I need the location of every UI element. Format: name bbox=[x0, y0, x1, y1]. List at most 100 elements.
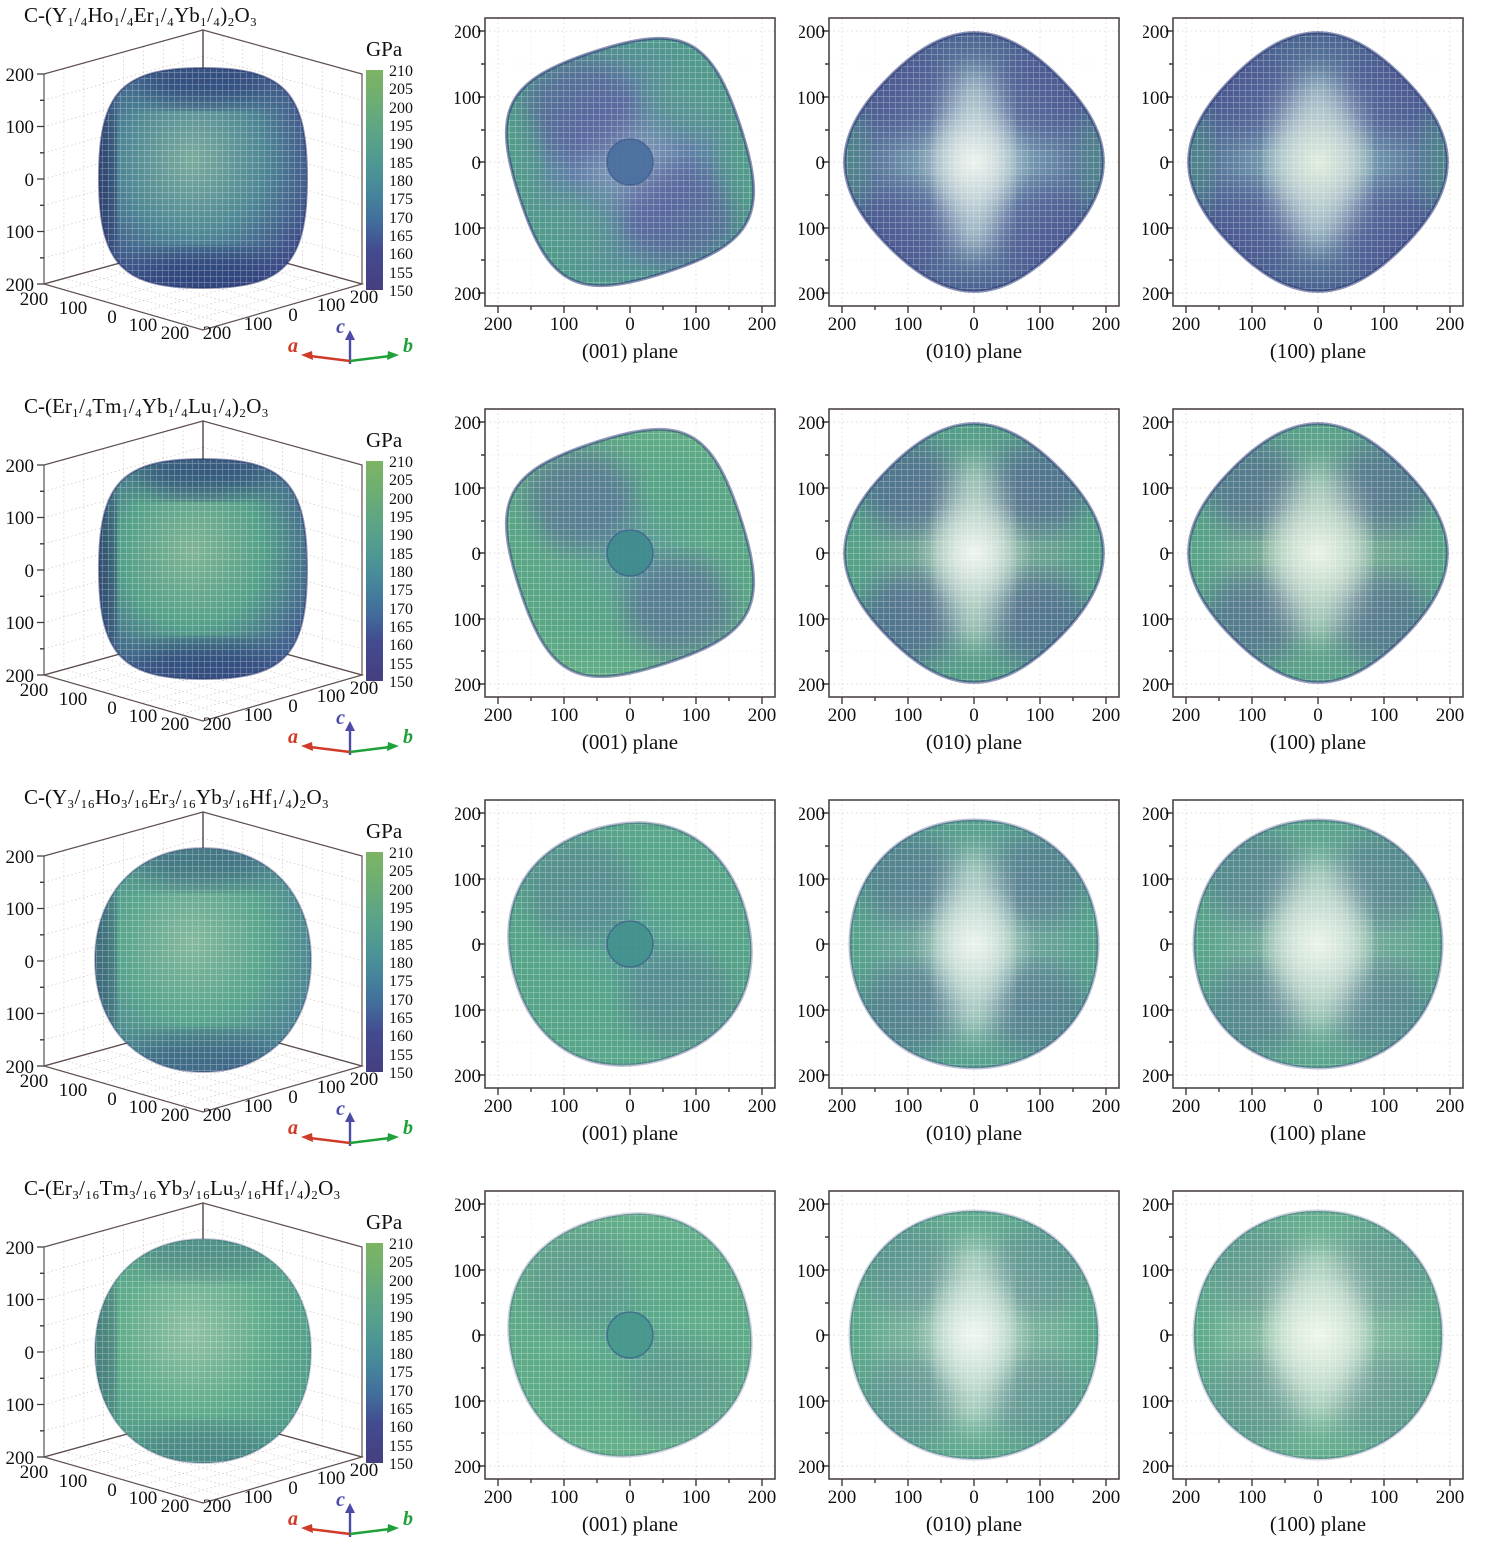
tick-label: 205 bbox=[389, 1254, 413, 1271]
tick-label: 200 bbox=[1172, 1096, 1201, 1117]
tick-label: 100 bbox=[799, 88, 825, 109]
modulus-cross-section bbox=[488, 1200, 772, 1470]
tick-label: 155 bbox=[389, 656, 413, 673]
tick-label: 100 bbox=[682, 1096, 711, 1117]
plane-plot-001: 200 100 0 100 200 200 100 0 100 200 (001… bbox=[455, 17, 777, 363]
tick-label: 100 bbox=[455, 479, 481, 500]
modulus-cross-section bbox=[488, 418, 772, 688]
tick-label: 170 bbox=[389, 992, 413, 1009]
tick-label: 150 bbox=[389, 1065, 413, 1082]
tick-label: 100 bbox=[799, 610, 825, 631]
tick-label: 100 bbox=[1370, 705, 1399, 726]
tick-label: 200 bbox=[799, 1066, 825, 1087]
x-axis-labels: 200 100 0 100 200 bbox=[20, 289, 190, 344]
tick-label: 100 bbox=[550, 705, 579, 726]
plane-label: (100) plane bbox=[1270, 730, 1366, 754]
tick-label: 200 bbox=[484, 1487, 513, 1508]
modulus-cross-section bbox=[824, 418, 1124, 688]
tick-label: 100 bbox=[6, 1004, 35, 1025]
tick-label: 200 bbox=[203, 323, 232, 344]
center-disk-ring bbox=[606, 1311, 654, 1359]
b-axis-arrowhead bbox=[387, 1524, 399, 1533]
tick-label: 210 bbox=[389, 454, 413, 471]
axis-ticks bbox=[822, 1203, 1107, 1486]
modulus-surface-3d bbox=[93, 1237, 313, 1465]
tick-label: 100 bbox=[244, 1096, 273, 1117]
plane-plot-010: 200 100 0 100 200 200 100 0 100 200 (010… bbox=[799, 799, 1120, 1145]
colorbar-gradient bbox=[366, 1243, 383, 1463]
tick-label: 0 bbox=[472, 935, 482, 956]
composition-title: C-(Er₁/₄Tm₁/₄Yb₁/₄Lu₁/₄)₂O₃ bbox=[24, 394, 269, 418]
colorbar-title: GPa bbox=[366, 819, 403, 843]
plane-label: (100) plane bbox=[1270, 1121, 1366, 1145]
tick-label: 100 bbox=[455, 1261, 481, 1282]
plane-panel-010: 200 100 0 100 200 200 100 0 100 200 (010… bbox=[799, 1173, 1143, 1564]
tick-label: 100 bbox=[1370, 314, 1399, 335]
tick-label: 0 bbox=[816, 1326, 826, 1347]
tick-label: 195 bbox=[389, 509, 413, 526]
tick-label: 200 bbox=[799, 22, 825, 43]
tick-label: 200 bbox=[20, 289, 49, 310]
tick-label: 0 bbox=[25, 170, 35, 191]
axis-triad: a b c bbox=[288, 1489, 413, 1537]
composition-title: C-(Y₃/₁₆Ho₃/₁₆Er₃/₁₆Yb₃/₁₆Hf₁/₄)₂O₃ bbox=[24, 785, 329, 809]
modulus-surface-3d bbox=[93, 846, 313, 1074]
surface-3d-panel: C-(Er₃/₁₆Tm₃/₁₆Yb₃/₁₆Lu₃/₁₆Hf₁/₄)₂O₃ 200… bbox=[0, 1173, 455, 1564]
surface-mesh bbox=[839, 27, 1109, 297]
tick-label: 200 bbox=[20, 1462, 49, 1483]
axis-ticks bbox=[1166, 1203, 1451, 1486]
tick-label: 0 bbox=[625, 1096, 635, 1117]
modulus-cross-section bbox=[824, 27, 1124, 297]
tick-label: 155 bbox=[389, 265, 413, 282]
tick-label: 0 bbox=[625, 314, 635, 335]
axis-triad: a b c bbox=[288, 316, 413, 364]
y-axis-labels: 200 100 0 100 200 bbox=[1143, 413, 1169, 696]
tick-label: 200 bbox=[389, 1273, 413, 1290]
plane-plot-010: 200 100 0 100 200 200 100 0 100 200 (010… bbox=[799, 17, 1124, 363]
plane-panel-010: 200 100 0 100 200 200 100 0 100 200 (010… bbox=[799, 391, 1143, 782]
tick-label: 200 bbox=[6, 456, 35, 477]
center-disk-ring bbox=[606, 529, 654, 577]
tick-label: 200 bbox=[1143, 1066, 1169, 1087]
colorbar-gradient bbox=[366, 461, 383, 681]
tick-label: 200 bbox=[1092, 314, 1121, 335]
modulus-cross-section bbox=[848, 1209, 1100, 1461]
tick-label: 200 bbox=[203, 1496, 232, 1517]
plane-plot-100: 200 100 0 100 200 200 100 0 100 200 (100… bbox=[1143, 799, 1464, 1145]
colorbar: GPa 210 205 200 195 190 185 180 175 170 … bbox=[366, 428, 413, 691]
c-axis-arrowhead bbox=[345, 330, 355, 340]
tick-label: 0 bbox=[25, 561, 35, 582]
x-axis-labels: 200 100 0 100 200 bbox=[828, 705, 1121, 726]
tick-label: 0 bbox=[107, 1480, 117, 1501]
tick-label: 200 bbox=[389, 491, 413, 508]
tick-label: 210 bbox=[389, 63, 413, 80]
b-axis-label: b bbox=[403, 335, 413, 357]
colorbar-gradient bbox=[366, 852, 383, 1072]
tick-label: 200 bbox=[455, 804, 481, 825]
surface-3d-plot: C-(Y₃/₁₆Ho₃/₁₆Er₃/₁₆Yb₃/₁₆Hf₁/₄)₂O₃ 200 … bbox=[6, 785, 413, 1146]
b-axis-arrowhead bbox=[387, 742, 399, 751]
surface-3d-plot: C-(Er₃/₁₆Tm₃/₁₆Yb₃/₁₆Lu₃/₁₆Hf₁/₄)₂O₃ 200… bbox=[6, 1176, 413, 1537]
tick-label: 200 bbox=[484, 314, 513, 335]
tick-label: 100 bbox=[1143, 1392, 1169, 1413]
b-axis-arrow bbox=[349, 354, 391, 363]
x-axis-labels: 200 100 0 100 200 bbox=[484, 314, 777, 335]
figure-row: C-(Er₃/₁₆Tm₃/₁₆Yb₃/₁₆Lu₃/₁₆Hf₁/₄)₂O₃ 200… bbox=[0, 1173, 1487, 1564]
tick-label: 0 bbox=[472, 153, 482, 174]
b-axis-label: b bbox=[403, 1117, 413, 1139]
y-axis-labels: 200 100 0 100 200 bbox=[799, 22, 825, 305]
tick-label: 200 bbox=[455, 22, 481, 43]
axis-ticks bbox=[1166, 30, 1451, 313]
tick-label: 100 bbox=[1143, 1001, 1169, 1022]
tick-label: 200 bbox=[1172, 1487, 1201, 1508]
z-axis-ticks bbox=[37, 1246, 44, 1458]
z-axis-labels: 200 100 0 100 200 bbox=[6, 65, 35, 296]
tick-label: 200 bbox=[350, 287, 379, 308]
tick-label: 0 bbox=[969, 1096, 979, 1117]
tick-label: 185 bbox=[389, 937, 413, 954]
tick-label: 100 bbox=[59, 689, 88, 710]
center-disk bbox=[607, 1312, 653, 1358]
tick-label: 200 bbox=[1092, 705, 1121, 726]
tick-label: 155 bbox=[389, 1438, 413, 1455]
x-axis-labels: 200 100 0 100 200 bbox=[828, 1487, 1121, 1508]
